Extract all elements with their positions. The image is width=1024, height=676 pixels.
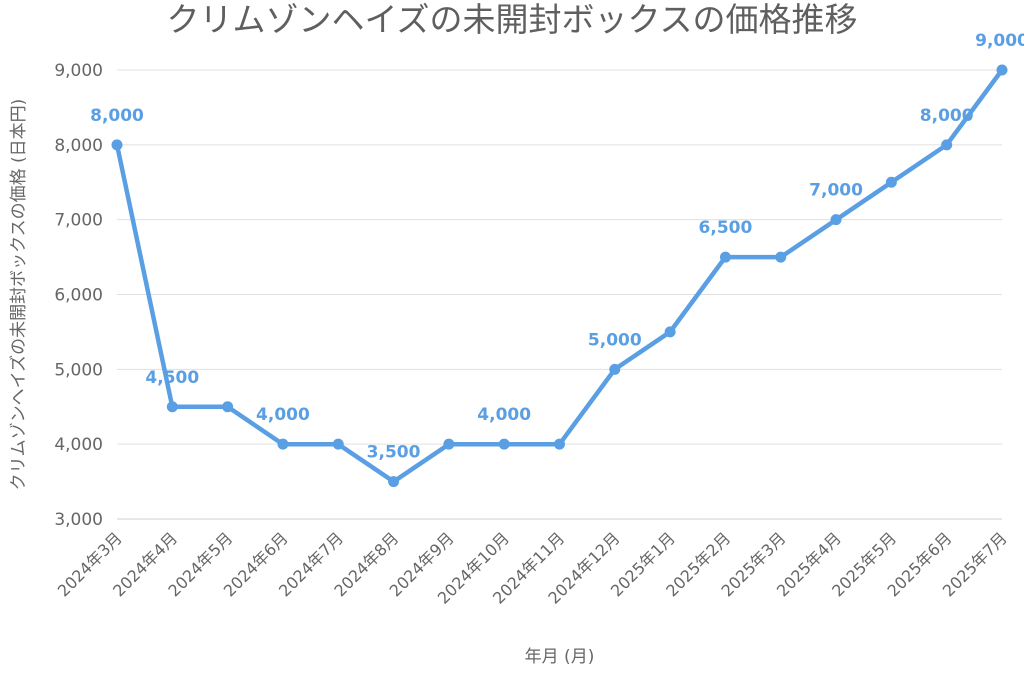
y-tick-label: 6,000 <box>54 286 103 306</box>
data-label: 4,000 <box>256 405 310 425</box>
data-label: 4,500 <box>145 368 199 388</box>
data-point <box>554 438 565 450</box>
data-label: 8,000 <box>90 106 144 126</box>
data-point <box>719 251 731 263</box>
data-point <box>941 139 953 151</box>
data-point <box>166 401 178 413</box>
data-point <box>443 438 455 450</box>
data-point <box>609 363 621 375</box>
x-axis-title: 年月 (月) <box>525 647 595 667</box>
data-point <box>996 64 1008 76</box>
data-point <box>222 401 234 413</box>
data-label: 9,000 <box>975 31 1024 51</box>
data-point <box>885 176 897 188</box>
data-points <box>111 64 1008 488</box>
data-point <box>332 438 344 450</box>
data-label: 8,000 <box>920 106 974 126</box>
data-point <box>388 476 400 488</box>
data-point <box>277 438 289 450</box>
data-label: 5,000 <box>588 330 642 350</box>
data-labels: 8,000 4,500 4,000 3,500 4,000 5,000 6,500 7,000… <box>90 31 1024 463</box>
y-tick-label: 8,000 <box>54 136 103 156</box>
series-line <box>114 67 1005 484</box>
data-point <box>111 139 123 151</box>
y-tick-label: 4,000 <box>54 435 103 455</box>
y-tick-label: 7,000 <box>54 211 103 231</box>
data-label: 4,000 <box>477 405 531 425</box>
y-tick-label: 3,000 <box>54 510 103 530</box>
data-label: 6,500 <box>699 218 753 238</box>
x-axis-ticks: 2024年3月2024年4月2024年5月2024年6月2024年7月2024年… <box>54 528 1011 607</box>
gridlines <box>117 69 1002 520</box>
y-tick-label: 9,000 <box>54 61 103 81</box>
data-label: 3,500 <box>367 443 421 463</box>
chart-title: クリムゾンヘイズの未開封ボックスの価格推移 <box>166 0 858 39</box>
data-label: 7,000 <box>809 181 863 201</box>
y-axis-title: クリムゾンヘイズの未開封ボックスの価格 (日本円) <box>9 99 29 491</box>
data-point <box>775 251 787 263</box>
y-axis-ticks: 3,000 4,000 5,000 6,000 7,000 8,000 9,000 <box>54 61 103 530</box>
data-point <box>498 438 510 450</box>
y-tick-label: 5,000 <box>54 360 103 380</box>
data-point <box>664 326 676 338</box>
data-point <box>830 214 842 226</box>
